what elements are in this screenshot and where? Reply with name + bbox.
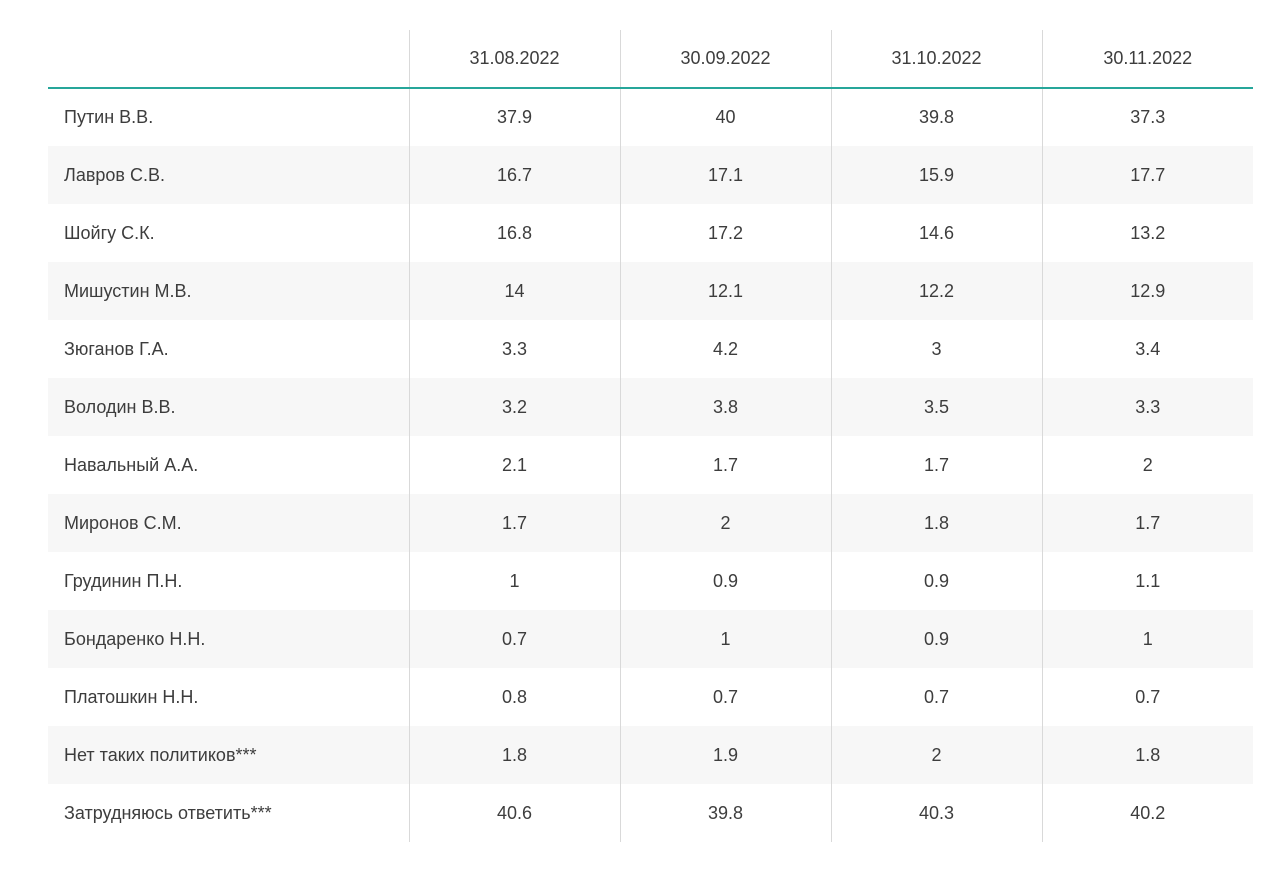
value-cell: 1.8 — [408, 726, 620, 784]
empty-header-cell — [48, 30, 409, 89]
row-label: Грудинин П.Н. — [64, 570, 183, 591]
value-cell: 16.8 — [408, 204, 620, 262]
value-cell: 1 — [1041, 610, 1253, 668]
value-cell: 0.7 — [830, 668, 1042, 726]
value-cell: 17.7 — [1041, 146, 1253, 204]
table-row: Грудинин П.Н. 1 0.9 0.9 1.1 — [48, 552, 1253, 610]
value-cell: 1.9 — [619, 726, 831, 784]
value-cell: 39.8 — [830, 88, 1042, 146]
table-row: Навальный А.А. 2.1 1.7 1.7 2 — [48, 436, 1253, 494]
table-row: Нет таких политиков*** 1.8 1.9 2 1.8 — [48, 726, 1253, 784]
value-cell: 1.7 — [408, 494, 620, 552]
value-cell: 39.8 — [619, 784, 831, 842]
value-cell: 12.2 — [830, 262, 1042, 320]
table-row: Платошкин Н.Н. 0.8 0.7 0.7 0.7 — [48, 668, 1253, 726]
value-cell: 3.4 — [1041, 320, 1253, 378]
value-cell: 1 — [619, 610, 831, 668]
table-row: Бондаренко Н.Н. 0.7 1 0.9 1 — [48, 610, 1253, 668]
row-label: Платошкин Н.Н. — [64, 686, 199, 707]
table-row: Миронов С.М. 1.7 2 1.8 1.7 — [48, 494, 1253, 552]
value-cell: 40.3 — [830, 784, 1042, 842]
value-cell: 2.1 — [408, 436, 620, 494]
table-row: Затрудняюсь ответить*** 40.6 39.8 40.3 40.2 — [48, 784, 1253, 842]
header-row: 31.08.2022 30.09.2022 31.10.2022 30.11.2… — [48, 30, 1253, 89]
value-cell: 40.2 — [1041, 784, 1253, 842]
value-cell: 1.7 — [1041, 494, 1253, 552]
value-cell: 2 — [619, 494, 831, 552]
value-cell: 3.2 — [408, 378, 620, 436]
row-label: Зюганов Г.А. — [64, 338, 169, 359]
value-cell: 2 — [830, 726, 1042, 784]
table-row: Зюганов Г.А. 3.3 4.2 3 3.4 — [48, 320, 1253, 378]
value-cell: 13.2 — [1041, 204, 1253, 262]
value-cell: 17.1 — [619, 146, 831, 204]
table-row: Шойгу С.К. 16.8 17.2 14.6 13.2 — [48, 204, 1253, 262]
row-label: Миронов С.М. — [64, 512, 182, 533]
column-header-1: 31.08.2022 — [408, 30, 620, 89]
table-row: Путин В.В. 37.9 40 39.8 37.3 — [48, 88, 1253, 146]
row-label: Нет таких политиков*** — [64, 744, 257, 765]
value-cell: 1.1 — [1041, 552, 1253, 610]
value-cell: 0.7 — [1041, 668, 1253, 726]
value-cell: 0.7 — [408, 610, 620, 668]
row-label: Навальный А.А. — [64, 454, 199, 475]
row-label: Мишустин М.В. — [64, 280, 192, 301]
row-label: Володин В.В. — [64, 396, 176, 417]
row-label: Шойгу С.К. — [64, 222, 155, 243]
value-cell: 14 — [408, 262, 620, 320]
table-row: Лавров С.В. 16.7 17.1 15.9 17.7 — [48, 146, 1253, 204]
value-cell: 0.7 — [619, 668, 831, 726]
value-cell: 0.9 — [830, 552, 1042, 610]
value-cell: 1.7 — [830, 436, 1042, 494]
value-cell: 15.9 — [830, 146, 1042, 204]
value-cell: 0.8 — [408, 668, 620, 726]
value-cell: 37.3 — [1041, 88, 1253, 146]
value-cell: 17.2 — [619, 204, 831, 262]
row-label: Бондаренко Н.Н. — [64, 628, 206, 649]
value-cell: 3.3 — [1041, 378, 1253, 436]
value-cell: 0.9 — [619, 552, 831, 610]
column-header-4: 30.11.2022 — [1041, 30, 1253, 89]
value-cell: 3.3 — [408, 320, 620, 378]
row-label: Путин В.В. — [64, 107, 154, 127]
value-cell: 3.8 — [619, 378, 831, 436]
table-body: Путин В.В. 37.9 40 39.8 37.3 Лавров С.В. 16.7 1… — [48, 88, 1253, 842]
poll-table: 31.08.2022 30.09.2022 31.10.2022 30.11.2… — [48, 30, 1253, 842]
value-cell: 1.8 — [1041, 726, 1253, 784]
value-cell: 12.9 — [1041, 262, 1253, 320]
value-cell: 1 — [408, 552, 620, 610]
table-row: Мишустин М.В. 14 12.1 12.2 12.9 — [48, 262, 1253, 320]
value-cell: 12.1 — [619, 262, 831, 320]
value-cell: 14.6 — [830, 204, 1042, 262]
value-cell: 16.7 — [408, 146, 620, 204]
table-row: Володин В.В. 3.2 3.8 3.5 3.3 — [48, 378, 1253, 436]
value-cell: 40 — [619, 88, 831, 146]
value-cell: 37.9 — [408, 88, 620, 146]
table-header: 31.08.2022 30.09.2022 31.10.2022 30.11.2… — [48, 30, 1253, 89]
poll-table-container: 31.08.2022 30.09.2022 31.10.2022 30.11.2… — [48, 30, 1253, 842]
value-cell: 3 — [830, 320, 1042, 378]
column-header-2: 30.09.2022 — [619, 30, 831, 89]
value-cell: 2 — [1041, 436, 1253, 494]
value-cell: 3.5 — [830, 378, 1042, 436]
value-cell: 4.2 — [619, 320, 831, 378]
value-cell: 1.8 — [830, 494, 1042, 552]
row-label: Затрудняюсь ответить*** — [64, 802, 272, 823]
value-cell: 0.9 — [830, 610, 1042, 668]
value-cell: 40.6 — [408, 784, 620, 842]
row-label: Лавров С.В. — [64, 164, 165, 185]
column-header-3: 31.10.2022 — [830, 30, 1042, 89]
value-cell: 1.7 — [619, 436, 831, 494]
